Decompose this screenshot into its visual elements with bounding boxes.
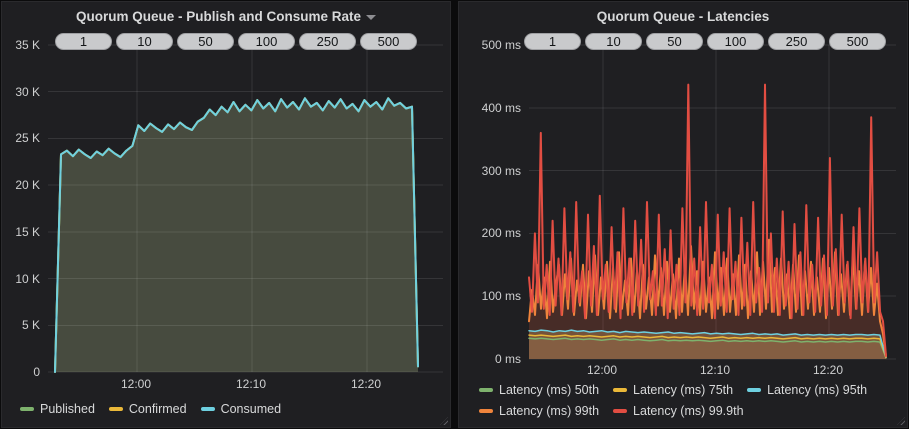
pill-button-500[interactable]: 500 <box>829 33 886 50</box>
legend-label: Published <box>40 402 95 416</box>
latency-999th-swatch-icon <box>613 409 628 413</box>
latency-legend: Latency (ms) 50th Latency (ms) 75th Late… <box>479 383 867 418</box>
latency-chart-plot[interactable] <box>459 2 907 427</box>
latency-50th-swatch-icon <box>479 388 493 392</box>
y-axis-tick-label: 500 ms <box>481 38 521 52</box>
y-axis-tick-label: 0 ms <box>494 352 521 366</box>
legend-item-confirmed[interactable]: Confirmed <box>108 402 187 416</box>
x-axis-tick-label: 12:20 <box>813 363 844 377</box>
legend-item-published[interactable]: Published <box>20 402 95 416</box>
pill-button-10[interactable]: 10 <box>585 33 642 50</box>
legend-item-latency-99th[interactable]: Latency (ms) 99th <box>479 404 599 418</box>
y-axis-tick-label: 200 ms <box>481 226 521 241</box>
latency-75th-swatch-icon <box>613 388 628 392</box>
pill-button-100[interactable]: 100 <box>707 33 764 50</box>
panel-resize-handle[interactable] <box>440 417 448 425</box>
panel-title: Quorum Queue - Latencies <box>596 8 770 24</box>
legend-label: Latency (ms) 99th <box>499 404 600 418</box>
panel-title-bar-latencies[interactable]: Quorum Queue - Latencies <box>459 2 907 30</box>
x-axis-tick-label: 12:10 <box>700 363 731 377</box>
y-axis-tick-label: 30 K <box>15 84 40 99</box>
panel-menu-caret-icon[interactable] <box>366 14 377 20</box>
pill-button-1[interactable]: 1 <box>524 33 581 50</box>
confirmed-swatch-icon <box>108 407 123 411</box>
rate-chart-plot[interactable] <box>2 2 450 427</box>
y-axis-tick-label: 5 K <box>21 318 40 333</box>
y-axis-tick-label: 35 K <box>15 38 40 52</box>
latency-99th-swatch-icon <box>479 409 493 413</box>
pill-row-left: 1 10 50 100 250 500 <box>55 33 417 50</box>
y-axis-tick-label: 15 K <box>15 224 40 239</box>
y-axis-tick-label: 0 <box>33 365 40 379</box>
y-axis-tick-label: 10 K <box>15 271 40 286</box>
panel-resize-handle[interactable] <box>897 417 905 425</box>
panel-latencies: Quorum Queue - Latencies 1 10 50 100 250… <box>458 1 908 428</box>
legend-item-latency-95th[interactable]: Latency (ms) 95th <box>747 383 867 397</box>
y-axis-tick-label: 300 ms <box>481 163 521 178</box>
x-axis-tick-label: 12:20 <box>351 377 382 391</box>
y-axis-tick-label: 400 ms <box>481 100 521 115</box>
pill-button-10[interactable]: 10 <box>116 33 173 50</box>
consumed-swatch-icon <box>200 407 215 411</box>
pill-button-100[interactable]: 100 <box>238 33 295 50</box>
legend-label: Latency (ms) 95th <box>767 383 868 397</box>
pill-row-right: 1 10 50 100 250 500 <box>524 33 886 50</box>
legend-label: Latency (ms) 50th <box>499 383 600 397</box>
y-axis-tick-label: 20 K <box>15 178 40 193</box>
pill-button-50[interactable]: 50 <box>177 33 234 50</box>
legend-label: Confirmed <box>128 402 187 416</box>
legend-item-latency-75th[interactable]: Latency (ms) 75th <box>613 383 733 397</box>
x-axis-tick-label: 12:00 <box>121 377 152 391</box>
latency-95th-swatch-icon <box>747 388 762 392</box>
rate-legend: Published Confirmed Consumed <box>20 402 281 416</box>
x-axis-tick-label: 12:10 <box>236 377 267 391</box>
pill-button-250[interactable]: 250 <box>768 33 825 50</box>
panel-title-bar-publish-consume[interactable]: Quorum Queue - Publish and Consume Rate <box>2 2 450 30</box>
legend-item-consumed[interactable]: Consumed <box>200 402 282 416</box>
y-axis-tick-label: 100 ms <box>481 289 521 304</box>
legend-item-latency-50th[interactable]: Latency (ms) 50th <box>479 383 599 397</box>
panel-title: Quorum Queue - Publish and Consume Rate <box>75 8 362 24</box>
legend-label: Consumed <box>220 402 282 416</box>
pill-button-500[interactable]: 500 <box>360 33 417 50</box>
published-swatch-icon <box>20 407 34 411</box>
x-axis-tick-label: 12:00 <box>587 363 618 377</box>
legend-label: Latency (ms) 75th <box>633 383 734 397</box>
legend-label: Latency (ms) 99.9th <box>633 404 744 418</box>
panel-publish-consume-rate: Quorum Queue - Publish and Consume Rate … <box>1 1 451 428</box>
y-axis-tick-label: 25 K <box>15 131 40 146</box>
pill-button-1[interactable]: 1 <box>55 33 112 50</box>
pill-button-50[interactable]: 50 <box>646 33 703 50</box>
legend-item-latency-999th[interactable]: Latency (ms) 99.9th <box>613 404 744 418</box>
pill-button-250[interactable]: 250 <box>299 33 356 50</box>
